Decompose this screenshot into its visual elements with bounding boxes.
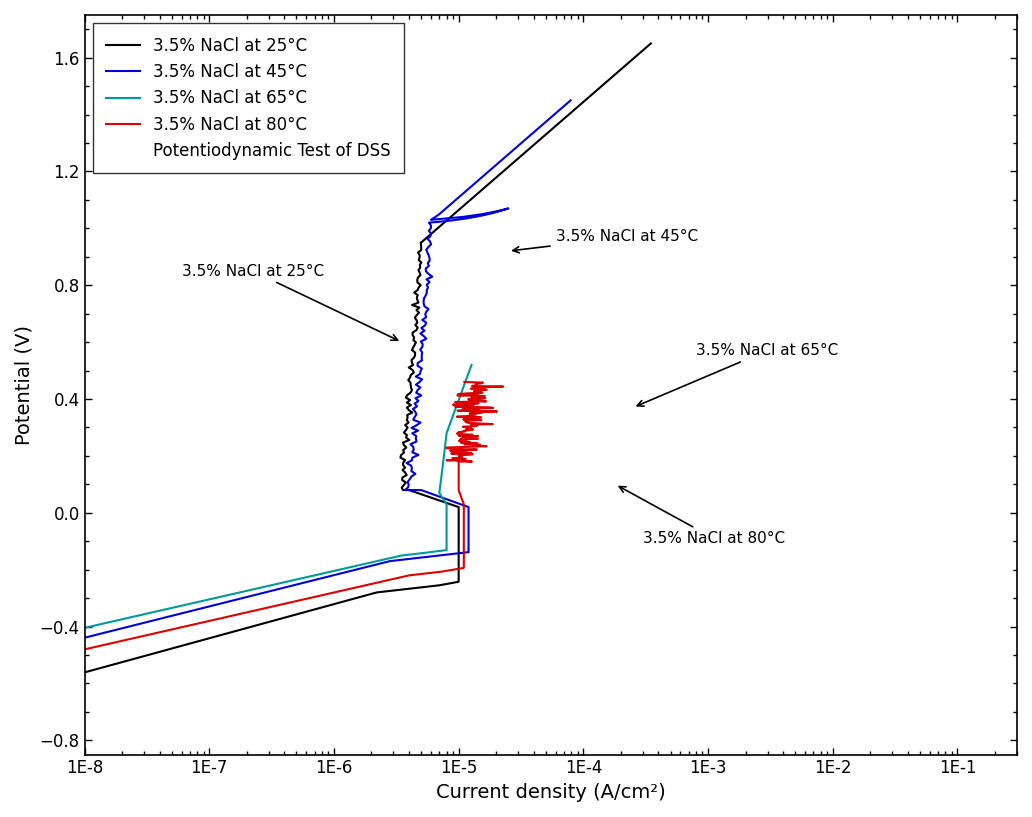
3.5% NaCl at 45°C (78, 633, 91, 643)
3.5% NaCl at 65°C (465, 360, 478, 370)
Line: 3.5% NaCl at 45°C: 3.5% NaCl at 45°C (85, 100, 571, 638)
Text: 3.5% NaCl at 80°C: 3.5% NaCl at 80°C (619, 487, 785, 546)
3.5% NaCl at 80°C (476, 408, 488, 417)
3.5% NaCl at 25°C (407, 342, 419, 352)
Legend: 3.5% NaCl at 25°C, 3.5% NaCl at 45°C, 3.5% NaCl at 65°C, 3.5% NaCl at 80°C, Pote: 3.5% NaCl at 25°C, 3.5% NaCl at 45°C, 3.… (93, 24, 404, 173)
3.5% NaCl at 25°C (645, 38, 657, 48)
Text: 3.5% NaCl at 45°C: 3.5% NaCl at 45°C (513, 230, 698, 252)
3.5% NaCl at 65°C (433, 484, 446, 493)
Text: 3.5% NaCl at 25°C: 3.5% NaCl at 25°C (182, 264, 397, 340)
3.5% NaCl at 25°C (414, 489, 426, 498)
3.5% NaCl at 45°C (455, 190, 467, 199)
3.5% NaCl at 65°C (229, 588, 241, 598)
Line: 3.5% NaCl at 65°C: 3.5% NaCl at 65°C (85, 365, 472, 627)
3.5% NaCl at 45°C (420, 312, 432, 322)
3.5% NaCl at 65°C (336, 564, 349, 574)
Text: 3.5% NaCl at 65°C: 3.5% NaCl at 65°C (638, 343, 838, 406)
3.5% NaCl at 45°C (565, 96, 577, 105)
3.5% NaCl at 65°C (441, 505, 453, 515)
3.5% NaCl at 80°C (331, 587, 344, 596)
3.5% NaCl at 80°C (464, 422, 477, 432)
3.5% NaCl at 25°C (411, 295, 423, 305)
3.5% NaCl at 65°C (460, 374, 473, 384)
3.5% NaCl at 45°C (423, 277, 436, 287)
3.5% NaCl at 65°C (78, 623, 91, 632)
3.5% NaCl at 25°C (78, 667, 91, 677)
Line: 3.5% NaCl at 80°C: 3.5% NaCl at 80°C (85, 382, 504, 650)
3.5% NaCl at 80°C (458, 377, 471, 386)
3.5% NaCl at 45°C (460, 186, 473, 196)
3.5% NaCl at 25°C (452, 574, 464, 583)
3.5% NaCl at 80°C (491, 407, 504, 417)
3.5% NaCl at 45°C (300, 577, 313, 587)
3.5% NaCl at 80°C (78, 645, 91, 654)
3.5% NaCl at 25°C (415, 245, 427, 255)
X-axis label: Current density (A/cm²): Current density (A/cm²) (436, 783, 666, 802)
3.5% NaCl at 25°C (409, 313, 421, 323)
3.5% NaCl at 80°C (449, 402, 461, 412)
3.5% NaCl at 45°C (410, 380, 422, 390)
3.5% NaCl at 65°C (450, 404, 462, 413)
Y-axis label: Potential (V): Potential (V) (15, 325, 34, 444)
3.5% NaCl at 80°C (457, 563, 470, 573)
Line: 3.5% NaCl at 25°C: 3.5% NaCl at 25°C (85, 43, 651, 672)
